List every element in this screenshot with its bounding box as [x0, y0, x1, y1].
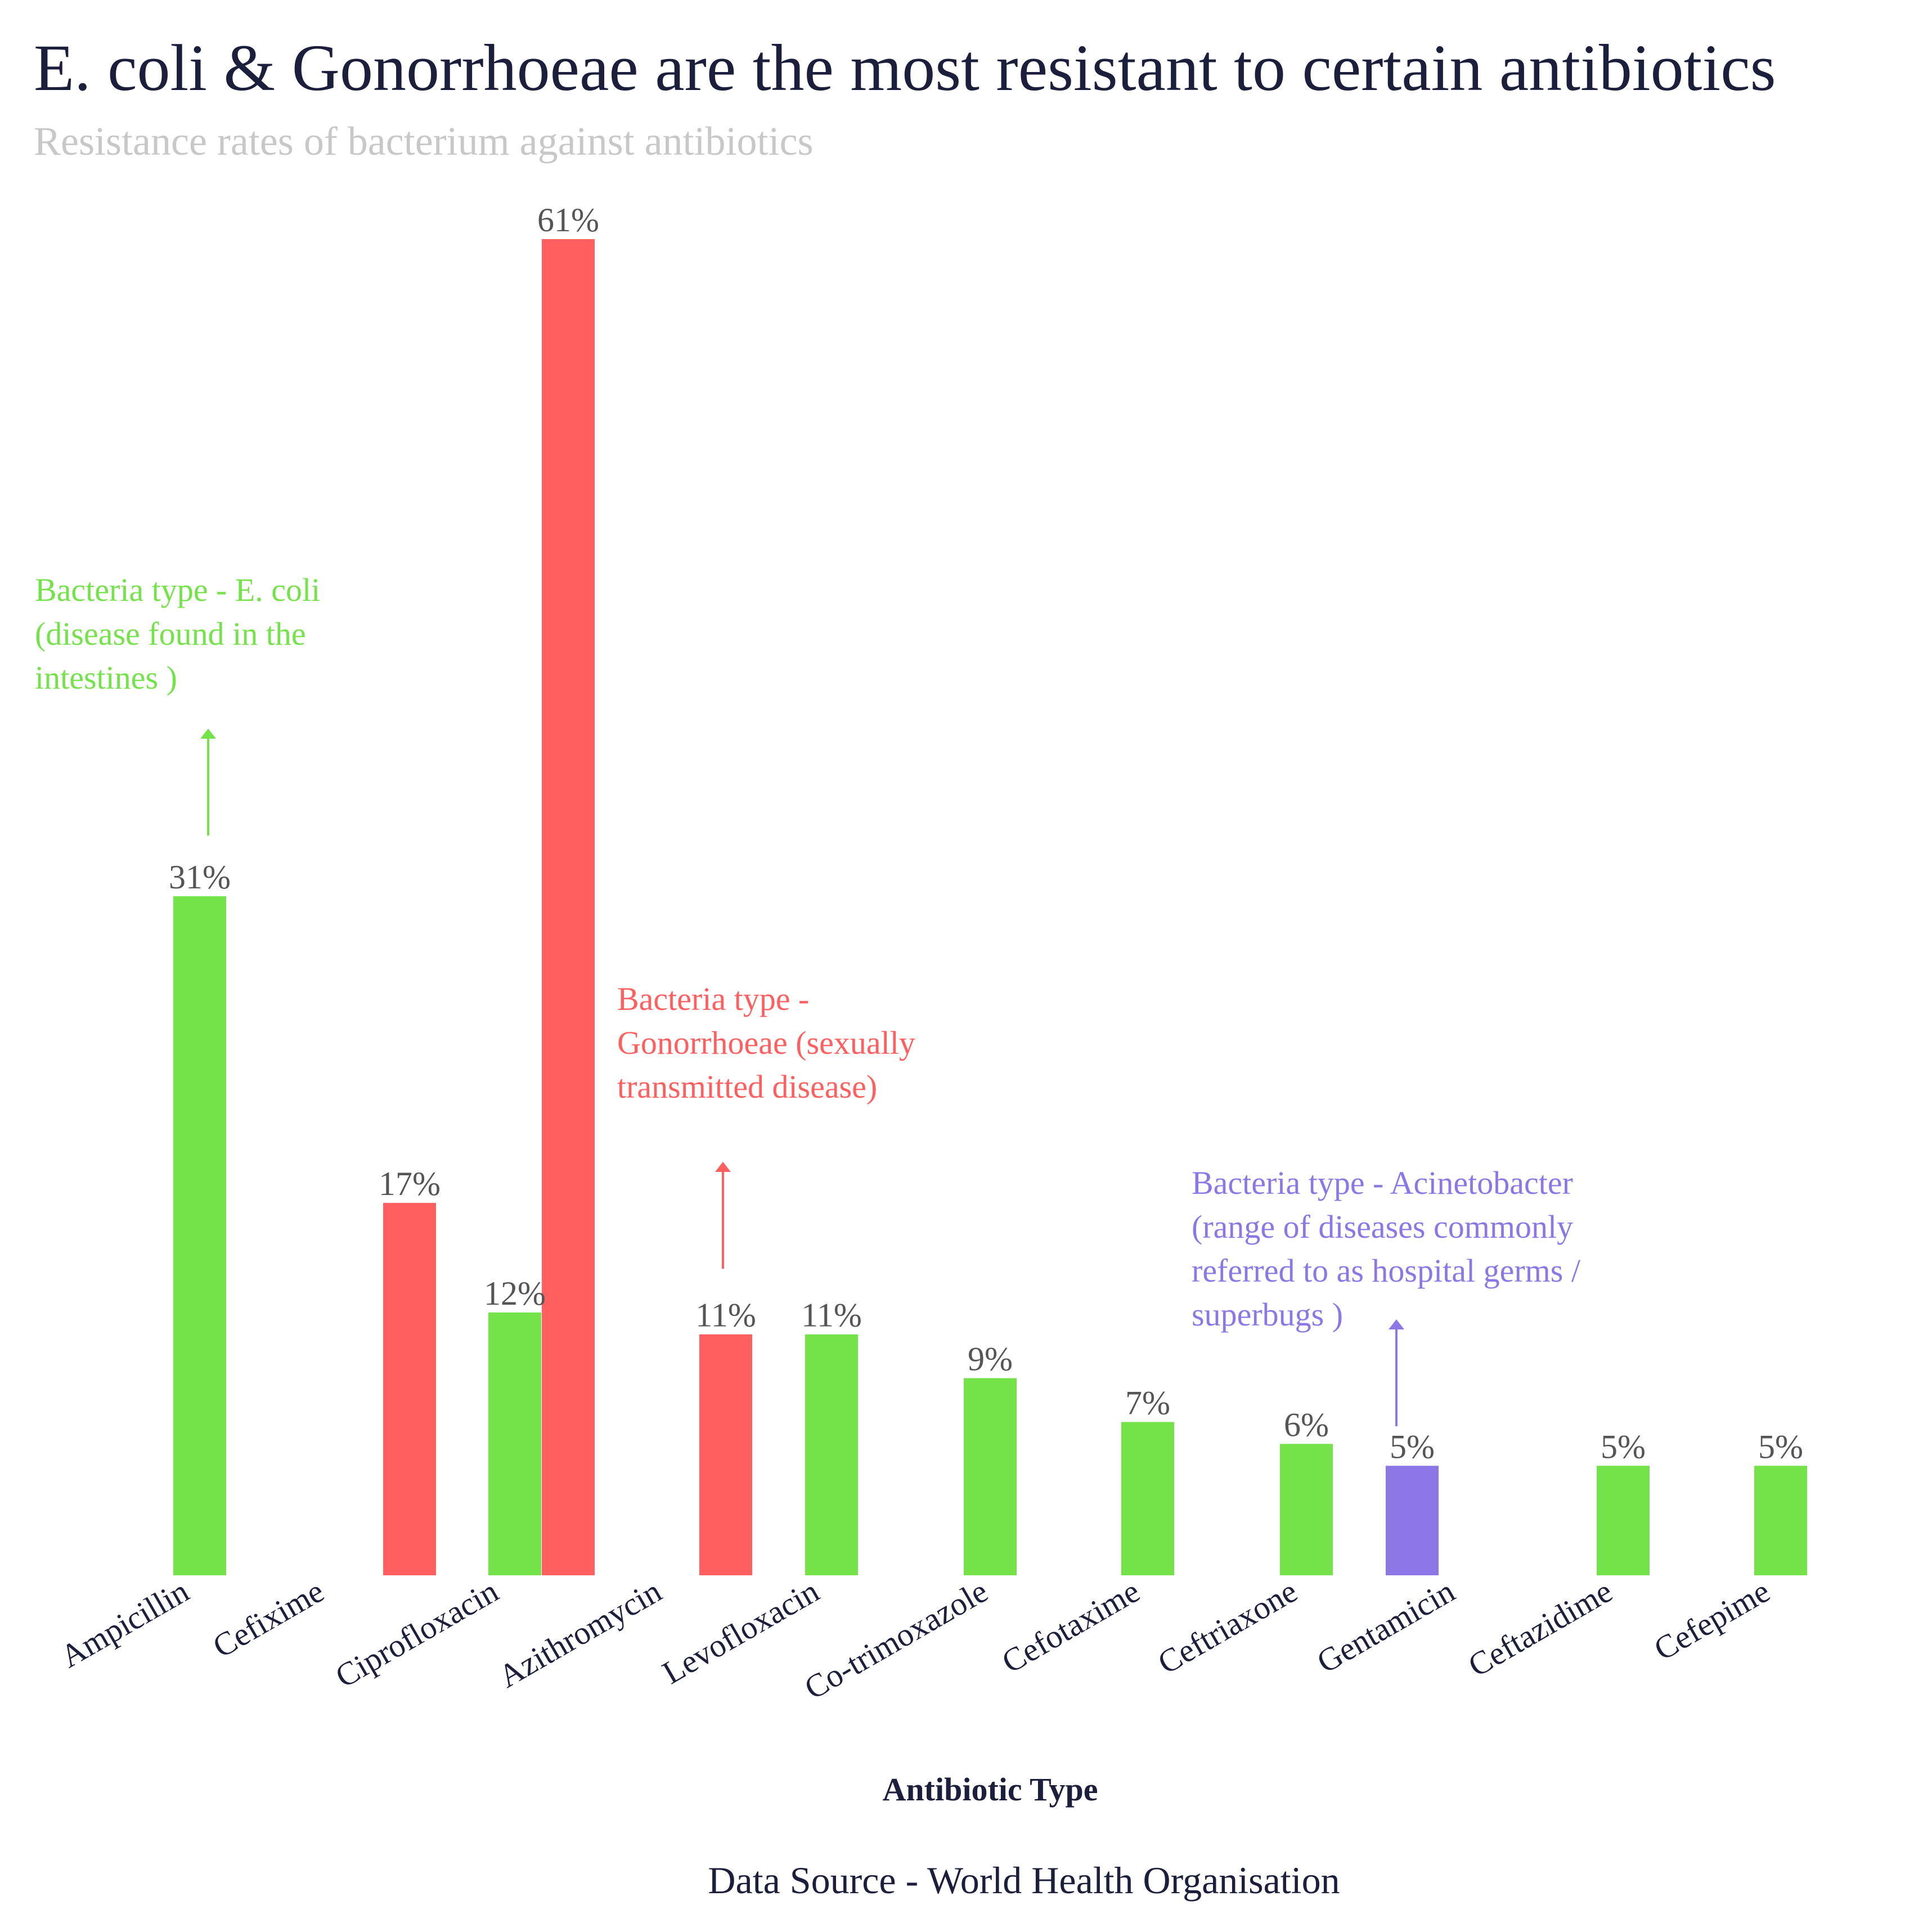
bar-azithromycin-gonorrhoeae — [699, 1334, 752, 1575]
arrow-up-icon — [1389, 1319, 1404, 1329]
data-label: 5% — [1601, 1428, 1646, 1465]
data-label: 5% — [1758, 1428, 1803, 1465]
data-label: 31% — [169, 859, 231, 896]
data-label: 11% — [801, 1297, 862, 1334]
annotations-layer: Bacteria type - E. coli (disease found in… — [35, 572, 1581, 1426]
bar-levofloxacin-ecoli — [805, 1334, 858, 1575]
annotation-acinetobacter: Bacteria type - Acinetobacter (range of d… — [1192, 1165, 1581, 1426]
bar-cefepime-ecoli — [1754, 1466, 1807, 1575]
bar-gentamicin-acinetobacter — [1386, 1466, 1439, 1575]
chart-subtitle: Resistance rates of bacterium against an… — [34, 119, 814, 164]
chart-title: E. coli & Gonorrhoeae are the most resis… — [34, 31, 1776, 105]
x-tick-label: Ampicillin — [54, 1572, 195, 1675]
annotation-gonorrhoeae: Bacteria type -Gonorrhoeae (sexually tran… — [617, 981, 915, 1269]
bars-layer — [173, 239, 1807, 1575]
x-axis-title: Antibiotic Type — [883, 1771, 1098, 1808]
x-tick-label: Ceftazidime — [1462, 1572, 1619, 1684]
x-tick-label: Co-trimoxazole — [798, 1572, 994, 1706]
data-source-note: Data Source - World Health Organisation — [708, 1859, 1340, 1902]
data-label: 11% — [695, 1297, 756, 1334]
annotation-ecoli: Bacteria type - E. coli (disease found in… — [35, 572, 320, 835]
bar-ciprofloxacin-ecoli — [488, 1312, 541, 1575]
bar-ceftriaxone-ecoli — [1280, 1444, 1333, 1575]
bar-ciprofloxacin-gonorrhoeae — [542, 239, 595, 1575]
bar-cefixime-gonorrhoeae — [383, 1203, 436, 1575]
x-tick-labels: Ampicillin CefiximeCiprofloxacinAzithromy… — [54, 1572, 1776, 1706]
x-tick-label: Cefotaxime — [996, 1572, 1146, 1681]
data-label: 5% — [1390, 1428, 1435, 1465]
bar-cefotaxime-ecoli — [1121, 1422, 1174, 1575]
data-label: 7% — [1125, 1384, 1170, 1421]
bar-ampicillin-ecoli — [173, 896, 226, 1575]
x-tick-label: Gentamicin — [1311, 1572, 1461, 1681]
data-label: 6% — [1284, 1406, 1329, 1443]
x-tick-label: Azithromycin — [492, 1572, 667, 1695]
data-label: 12% — [484, 1275, 546, 1312]
x-tick-label: Cefepime — [1648, 1572, 1776, 1668]
x-tick-label: Cefixime — [206, 1572, 330, 1665]
annotation-text: Bacteria type -Gonorrhoeae (sexually tran… — [617, 981, 915, 1105]
data-labels-layer: 31% 17% 12% 61% 11% 11% 9% 7% 6% 5% 5% 5% — [169, 201, 1803, 1465]
x-tick-label: Ciprofloxacin — [329, 1572, 504, 1695]
arrow-up-icon — [715, 1162, 731, 1172]
x-tick-label: Levofloxacin — [656, 1572, 825, 1691]
data-label: 17% — [379, 1165, 441, 1202]
arrow-up-icon — [200, 729, 216, 739]
data-label: 61% — [537, 201, 599, 239]
annotation-text: Bacteria type - E. coli (disease found in… — [35, 572, 320, 696]
x-tick-label: Ceftriaxone — [1152, 1572, 1304, 1681]
annotation-text: Bacteria type - Acinetobacter (range of d… — [1192, 1165, 1581, 1333]
bar-ceftazidime-ecoli — [1597, 1466, 1650, 1575]
data-label: 9% — [968, 1341, 1013, 1378]
bar-co-trimoxazole-ecoli — [964, 1378, 1017, 1575]
